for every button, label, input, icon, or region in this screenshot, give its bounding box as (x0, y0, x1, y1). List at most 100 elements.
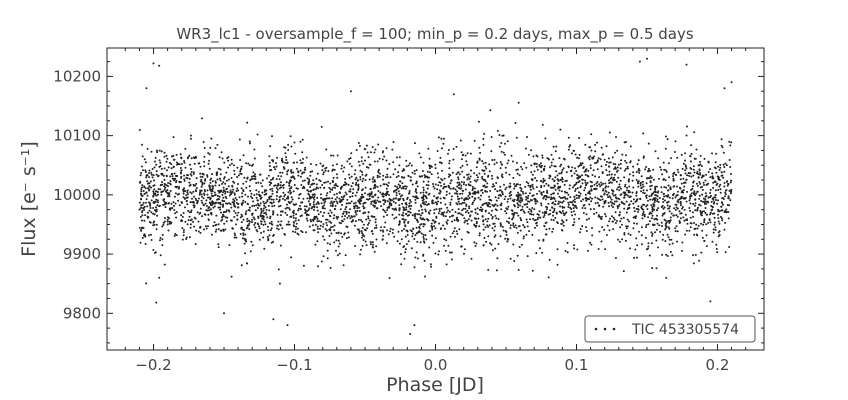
data-point (542, 177, 545, 180)
data-point (719, 163, 722, 166)
data-point (611, 202, 614, 204)
data-point (613, 167, 616, 170)
data-point (718, 169, 721, 171)
data-point (284, 193, 287, 196)
data-point (682, 191, 685, 194)
data-point (277, 228, 280, 231)
data-point (445, 211, 448, 214)
data-point (545, 221, 548, 224)
data-point (422, 189, 425, 191)
data-point (726, 184, 729, 187)
data-point (647, 170, 649, 173)
data-point (286, 324, 289, 327)
data-point (724, 195, 726, 198)
data-point (355, 149, 358, 151)
data-point (528, 192, 531, 195)
data-point (550, 193, 553, 196)
data-point (373, 160, 376, 163)
data-point (327, 197, 329, 200)
data-point (361, 173, 364, 176)
data-point (623, 196, 626, 199)
data-point (665, 135, 667, 138)
data-point (679, 178, 682, 181)
data-point (681, 249, 684, 252)
data-point (179, 181, 182, 183)
data-point (266, 225, 269, 228)
data-point (431, 219, 434, 222)
data-point (305, 214, 308, 217)
data-point (279, 223, 282, 226)
data-point (205, 209, 208, 212)
data-point (571, 201, 574, 204)
data-point (323, 238, 326, 241)
data-point (367, 198, 370, 201)
data-point (427, 203, 430, 206)
data-point (489, 109, 492, 112)
data-point (345, 182, 348, 185)
data-point (340, 164, 343, 167)
data-point (566, 197, 569, 200)
data-point (501, 226, 504, 228)
data-point (466, 219, 469, 222)
data-point (664, 169, 667, 172)
data-point (721, 217, 723, 220)
data-point (440, 137, 443, 140)
data-point (333, 214, 336, 217)
data-point (576, 248, 579, 251)
data-point (432, 183, 434, 185)
data-point (227, 178, 230, 181)
data-point (281, 171, 284, 174)
data-point (449, 251, 451, 254)
data-point (246, 220, 249, 223)
data-point (319, 186, 322, 189)
data-point (248, 222, 251, 225)
data-point (306, 197, 309, 200)
data-point (518, 246, 521, 248)
data-point (260, 207, 263, 210)
data-point (340, 219, 343, 222)
data-point (632, 186, 635, 189)
data-point (605, 145, 608, 148)
data-point (465, 203, 468, 206)
data-point (656, 195, 659, 198)
data-point (276, 184, 279, 187)
data-point (692, 262, 695, 265)
data-point (331, 201, 334, 204)
data-point (294, 217, 297, 220)
data-point (463, 252, 465, 255)
data-point (474, 245, 477, 247)
data-point (506, 208, 509, 211)
data-point (273, 166, 276, 169)
data-point (633, 256, 636, 259)
data-point (442, 196, 445, 199)
data-point (545, 208, 548, 211)
data-point (336, 254, 339, 257)
data-point (569, 206, 572, 209)
data-point (692, 168, 695, 171)
data-point (304, 168, 307, 171)
data-point (338, 191, 341, 194)
data-point (685, 167, 688, 170)
data-point (683, 197, 686, 200)
data-point (674, 208, 677, 211)
data-point (574, 188, 577, 190)
data-point (690, 144, 693, 147)
data-point (390, 202, 393, 205)
data-point (699, 154, 702, 157)
data-point (536, 218, 539, 221)
data-point (575, 197, 578, 200)
data-point (586, 198, 589, 200)
data-point (210, 204, 212, 207)
data-point (686, 174, 689, 177)
data-point (448, 167, 451, 170)
data-point (361, 171, 363, 174)
data-point (317, 231, 320, 234)
data-point (720, 201, 723, 204)
data-point (294, 152, 297, 155)
data-point (515, 136, 518, 139)
data-point (483, 132, 486, 135)
data-point (448, 159, 451, 162)
data-point (414, 212, 417, 215)
data-point (512, 224, 515, 227)
data-point (562, 157, 565, 160)
